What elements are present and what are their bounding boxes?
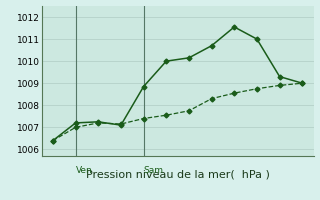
Text: Sam: Sam [144,166,164,175]
Text: Ven: Ven [76,166,92,175]
X-axis label: Pression niveau de la mer(  hPa ): Pression niveau de la mer( hPa ) [86,170,269,180]
